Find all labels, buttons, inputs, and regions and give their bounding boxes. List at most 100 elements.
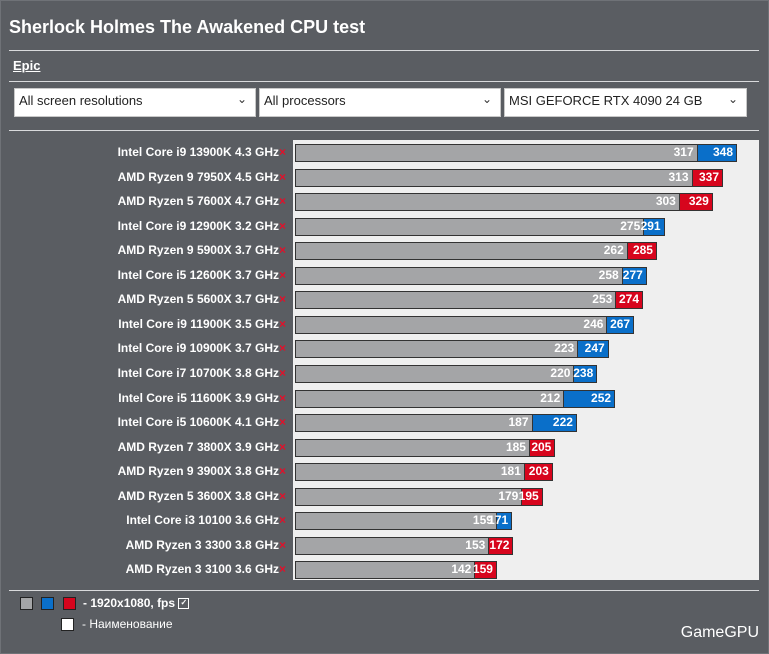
processors-select-value: All processors [264, 93, 346, 108]
remove-icon[interactable]: × [279, 316, 287, 331]
legend-swatch-blue[interactable] [41, 597, 54, 610]
checkbox-icon[interactable]: ✓ [178, 598, 190, 610]
value-label-max: 348 [712, 145, 733, 159]
category-label: Intel Core i5 12600K 3.7 GHz [117, 267, 279, 282]
remove-icon[interactable]: × [279, 562, 287, 577]
processors-select[interactable]: All processors ⌄ [259, 88, 501, 117]
bar-min[interactable] [295, 389, 565, 408]
remove-icon[interactable]: × [279, 267, 287, 282]
value-label-max: 274 [618, 292, 639, 307]
value-label-min: 212 [540, 390, 561, 405]
bar-min[interactable] [295, 340, 579, 359]
resolution-select[interactable]: All screen resolutions ⌄ [14, 88, 256, 117]
value-label-min: 275 [620, 218, 641, 233]
remove-icon[interactable]: × [279, 415, 287, 430]
resolution-select-value: All screen resolutions [19, 93, 143, 108]
bar-min[interactable] [295, 512, 497, 531]
category-label: AMD Ryzen 3 3100 3.6 GHz [125, 562, 279, 577]
bar-min[interactable] [295, 463, 525, 482]
remove-icon[interactable]: × [279, 292, 287, 307]
legend-name-label: - Наименование [82, 617, 173, 631]
remove-icon[interactable]: × [279, 365, 287, 380]
remove-icon[interactable]: × [279, 537, 287, 552]
value-label-max: 172 [489, 537, 510, 552]
remove-icon[interactable]: × [279, 439, 287, 454]
category-label: AMD Ryzen 5 5600X 3.7 GHz [117, 292, 279, 307]
gpu-select[interactable]: MSI GEFORCE RTX 4090 24 GB ⌄ [504, 88, 747, 117]
remove-icon[interactable]: × [279, 341, 287, 356]
remove-icon[interactable]: × [279, 194, 287, 209]
value-label-min: 253 [592, 292, 613, 307]
bar-min[interactable] [295, 168, 693, 187]
value-label-max: 285 [632, 243, 653, 258]
value-label-max: 337 [698, 169, 720, 184]
value-label-min: 187 [508, 415, 529, 430]
value-label-max: 195 [518, 488, 539, 503]
legend-resolution-label: - 1920x1080, fps ✓ [83, 596, 190, 610]
category-label: AMD Ryzen 5 7600X 4.7 GHz [117, 194, 279, 209]
chevron-down-icon: ⌄ [481, 92, 492, 106]
value-label-min: 258 [598, 267, 619, 282]
category-label: Intel Core i3 10100 3.6 GHz [126, 513, 279, 528]
value-label-max: 222 [552, 415, 573, 430]
value-label-min: 313 [668, 169, 689, 184]
value-label-min: 181 [500, 464, 521, 479]
bar-min[interactable] [295, 144, 698, 162]
remove-icon[interactable]: × [279, 218, 287, 233]
bar-min[interactable] [295, 266, 623, 285]
remove-icon[interactable]: × [279, 145, 287, 159]
category-label: Intel Core i9 10900K 3.7 GHz [117, 341, 279, 356]
remove-icon[interactable]: × [279, 390, 287, 405]
value-label-max: 252 [591, 390, 612, 405]
plot-area [293, 140, 759, 580]
remove-icon[interactable]: × [279, 513, 287, 528]
remove-icon[interactable]: × [279, 488, 287, 503]
remove-icon[interactable]: × [279, 464, 287, 479]
value-label-min: 142 [451, 562, 472, 577]
category-label: AMD Ryzen 9 7950X 4.5 GHz [117, 169, 279, 184]
category-label: Intel Core i5 11600K 3.9 GHz [118, 390, 279, 405]
bar-min[interactable] [295, 536, 490, 555]
remove-icon[interactable]: × [279, 169, 287, 184]
value-label-min: 153 [465, 537, 486, 552]
category-label: Intel Core i7 10700K 3.8 GHz [117, 365, 279, 380]
bar-min[interactable] [295, 487, 523, 506]
legend-swatch-gray[interactable] [20, 597, 33, 610]
bar-min[interactable] [295, 438, 530, 457]
category-label: AMD Ryzen 7 3800X 3.9 GHz [117, 439, 279, 454]
value-label-max: 159 [472, 562, 493, 577]
bar-min[interactable] [295, 414, 533, 433]
value-label-min: 179 [498, 488, 519, 503]
bar-min[interactable] [295, 315, 608, 334]
legend-swatch-red[interactable] [63, 597, 76, 610]
value-label-min: 303 [655, 194, 676, 209]
bar-min[interactable] [295, 364, 575, 383]
bar-min[interactable] [295, 193, 680, 212]
remove-icon[interactable]: × [279, 243, 287, 258]
preset-link[interactable]: Epic [13, 58, 41, 73]
value-label-min: 159 [472, 513, 493, 528]
value-label-min: 185 [505, 439, 526, 454]
bar-min[interactable] [295, 242, 628, 261]
bar-min[interactable] [295, 291, 617, 310]
value-label-max: 203 [528, 464, 549, 479]
category-label: Intel Core i9 12900K 3.2 GHz [117, 218, 279, 233]
value-label-max: 205 [531, 439, 552, 454]
gpu-select-value: MSI GEFORCE RTX 4090 24 GB [509, 93, 703, 108]
legend-swatch-white[interactable] [61, 618, 74, 631]
chevron-down-icon: ⌄ [727, 92, 738, 106]
brand-label: GameGPU [680, 624, 759, 641]
value-label-max: 238 [573, 365, 594, 380]
value-label-min: 317 [673, 145, 694, 159]
divider [9, 590, 759, 591]
value-label-max: 171 [488, 513, 509, 528]
bar-min[interactable] [295, 561, 476, 580]
value-label-min: 246 [583, 316, 604, 331]
category-label: AMD Ryzen 9 3900X 3.8 GHz [117, 464, 279, 479]
category-label: AMD Ryzen 9 5900X 3.7 GHz [117, 243, 279, 258]
bar-min[interactable] [295, 217, 645, 236]
category-label: AMD Ryzen 5 3600X 3.8 GHz [117, 488, 279, 503]
value-label-min: 220 [550, 365, 571, 380]
chevron-down-icon: ⌄ [236, 92, 247, 106]
divider [9, 81, 759, 82]
